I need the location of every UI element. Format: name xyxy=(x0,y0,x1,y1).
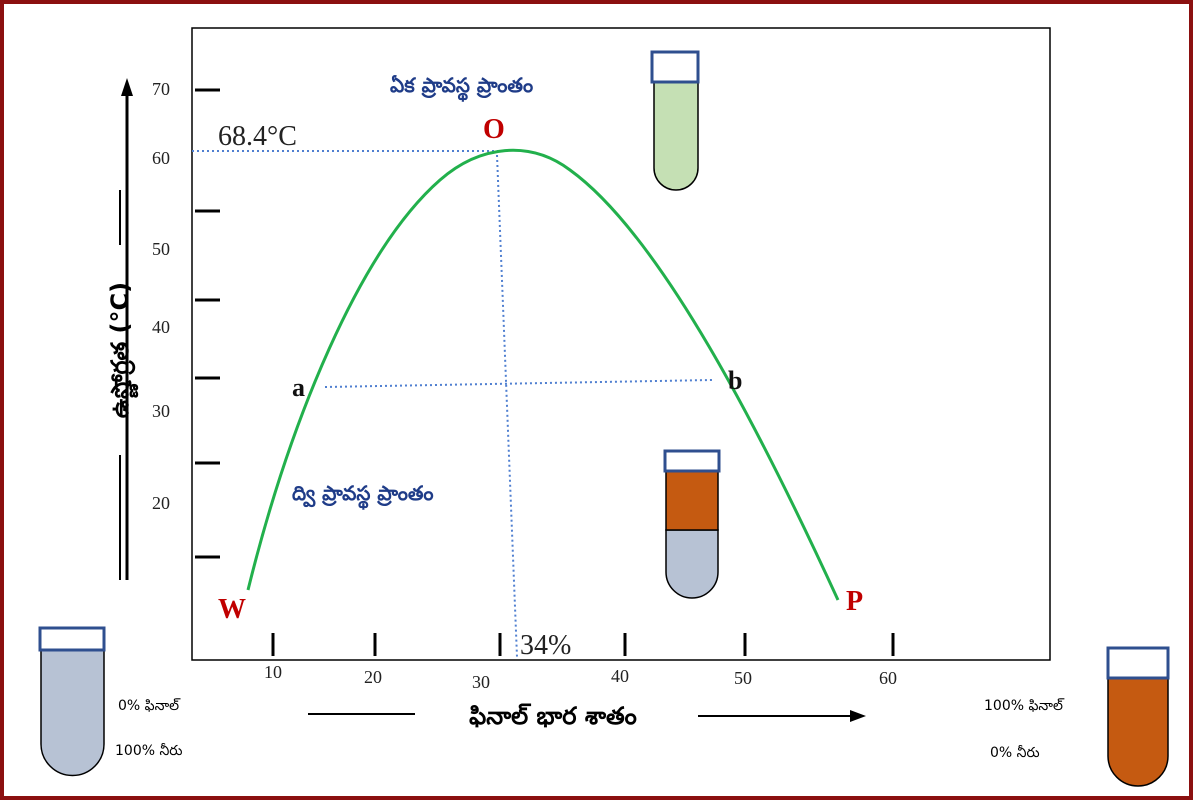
x-arrowhead xyxy=(850,710,866,722)
tube-phenol xyxy=(1106,646,1170,787)
point-label: O xyxy=(483,114,505,145)
x-tick-label: 60 xyxy=(879,668,897,688)
point-label: a xyxy=(292,373,305,402)
y-tick-label: 20 xyxy=(152,493,170,513)
plot-box xyxy=(191,27,1051,661)
y-tick-label: 30 xyxy=(152,401,170,421)
point-label: W xyxy=(218,594,246,625)
y-axis-label: ఉష్ణోగ్రత (°C) xyxy=(106,282,139,418)
x-tick-label: 40 xyxy=(611,666,629,686)
tube-caption: 100% నీరు xyxy=(115,743,183,759)
x-ticks xyxy=(271,633,895,656)
x-tick-label: 50 xyxy=(734,668,752,688)
tube-caption: 0% నీరు xyxy=(990,745,1040,761)
tube-water xyxy=(38,626,106,777)
tube-two-phase xyxy=(663,449,721,599)
tube-caption: 0% ఫినాల్ xyxy=(118,698,181,714)
y-tick-label: 40 xyxy=(152,317,170,337)
y-tick-label: 50 xyxy=(152,239,170,259)
tube-one-phase xyxy=(650,50,700,191)
point-label: b xyxy=(728,366,742,395)
critical-composition: 34% xyxy=(520,630,571,661)
x-tick-label: 10 xyxy=(264,662,282,682)
y-ticks xyxy=(195,88,220,559)
y-arrowhead xyxy=(121,78,133,96)
critical-temperature: 68.4°C xyxy=(218,121,297,152)
guide-lines xyxy=(192,150,713,658)
y-tick-label: 60 xyxy=(152,148,170,168)
x-axis-label: ఫినాల్ భార శాతం xyxy=(469,702,637,730)
x-tick-label: 30 xyxy=(472,672,490,692)
point-label: P xyxy=(846,586,863,617)
x-tick-label: 20 xyxy=(364,667,382,687)
y-tick-label: 70 xyxy=(152,79,170,99)
tube-caption: 100% ఫినాల్ xyxy=(984,698,1065,714)
solubility-curve xyxy=(246,148,840,601)
